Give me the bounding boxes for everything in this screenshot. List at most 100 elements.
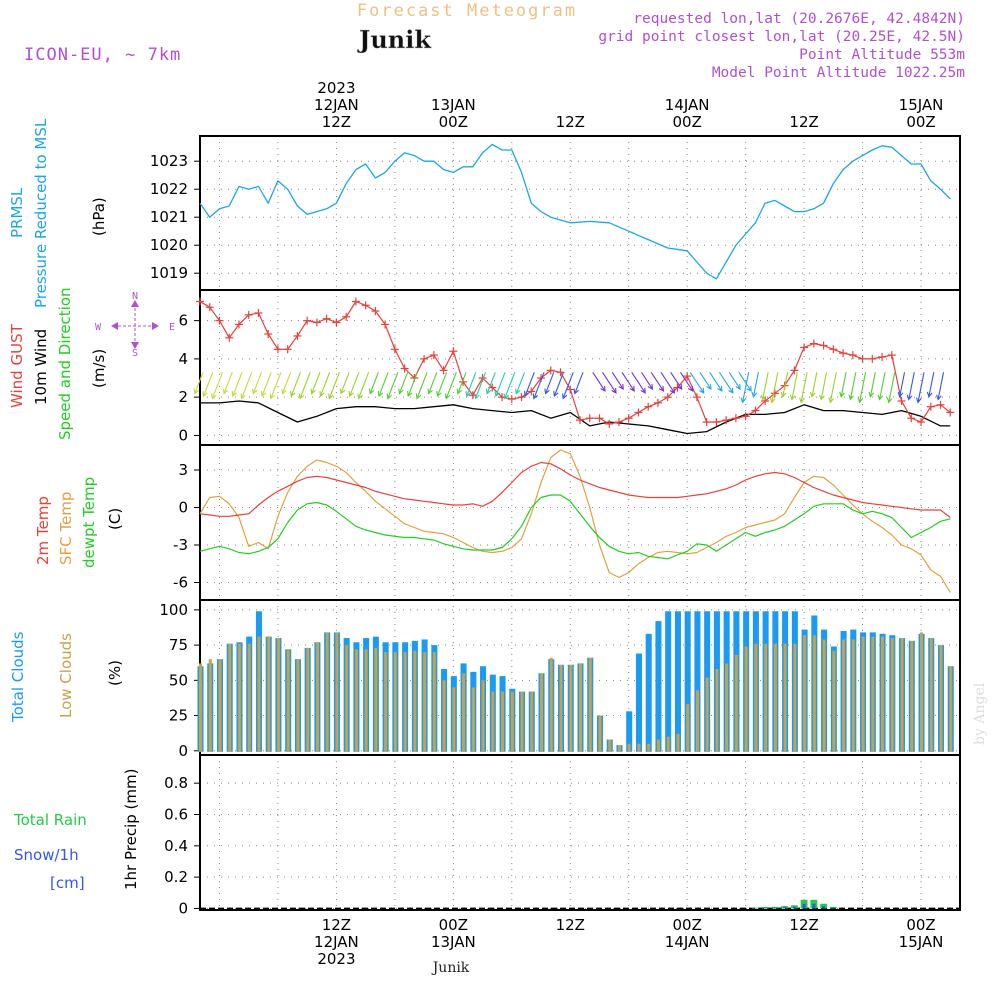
gust-marker: [868, 354, 877, 363]
bottom-time-label: 00Z: [439, 916, 468, 934]
low-cloud-bar: [939, 645, 943, 752]
wind-arrow-shaft: [281, 372, 292, 394]
wind-arrow: [799, 372, 808, 404]
low-cloud-bar: [471, 687, 475, 752]
wind-arrow-shaft: [631, 371, 646, 394]
ytick-label: 25: [169, 707, 188, 725]
low-cloud-bar: [666, 736, 670, 752]
wind-arrow-shaft: [602, 371, 617, 394]
low-cloud-bar: [608, 739, 612, 752]
gust-marker: [390, 345, 399, 354]
wind-arrow-shaft: [928, 372, 935, 397]
low-cloud-bar: [510, 691, 514, 752]
chart-title: Forecast Meteogram: [357, 1, 577, 21]
wind-arrow: [699, 371, 712, 390]
wind-arrow-head: [310, 388, 316, 395]
wind-arrow: [398, 372, 409, 395]
low-cloud-bar: [734, 654, 738, 752]
wind-arrow-shaft: [428, 372, 438, 394]
wind-arrow-head: [561, 393, 568, 400]
wind-arrow: [857, 372, 867, 404]
wind-arrow: [728, 371, 741, 390]
wind-arrow-head: [474, 393, 480, 400]
wind-arrow: [269, 372, 282, 400]
wind-arrow-head: [728, 387, 734, 394]
gust-marker: [332, 318, 341, 327]
bottom-time-label: 15JAN: [899, 933, 944, 951]
wind-arrow: [670, 371, 683, 390]
wind-arrow-shaft: [840, 372, 847, 397]
wind-arrow: [523, 372, 535, 398]
wind-arrow-head: [544, 388, 550, 395]
low-cloud-bar: [900, 638, 904, 752]
wind-arrow: [553, 372, 565, 398]
wind-arrow-shaft: [859, 372, 867, 403]
ytick-label: 0.2: [164, 868, 188, 886]
gust-marker: [624, 414, 633, 423]
sfc-temp-line: [199, 449, 951, 593]
wind-arrow: [339, 372, 350, 395]
wind-arrow-shaft: [533, 372, 545, 399]
low-cloud-bar: [520, 691, 524, 752]
gust-marker: [585, 414, 594, 423]
wind-arrow: [592, 371, 606, 392]
low-cloud-bar: [754, 643, 758, 752]
ytick-label: -3: [173, 536, 188, 554]
wind-arrow-head: [269, 393, 276, 400]
low-cloud-bar: [374, 647, 378, 752]
wind-arrow-shaft: [611, 371, 624, 390]
low-cloud-bar: [744, 646, 748, 752]
low-cloud-bar: [335, 632, 339, 752]
wind-arrow-head: [368, 388, 375, 395]
gust-marker: [342, 312, 351, 321]
wind-arrow-shaft: [436, 372, 448, 397]
wind-arrow: [877, 372, 886, 401]
wind-arrow: [886, 372, 896, 404]
gust-marker: [371, 307, 380, 316]
temperature-panel: -6 -3 0 3: [173, 444, 961, 601]
location-title: Junik: [357, 25, 432, 54]
wind-arrow-shaft: [474, 372, 487, 399]
wind-arrow-head: [906, 394, 913, 401]
low-cloud-bar: [452, 687, 456, 752]
gust-marker: [566, 385, 575, 394]
wind-arrow-head: [926, 391, 933, 398]
wind-arrow-head: [339, 388, 346, 395]
wind-arrow: [660, 371, 676, 394]
wind-arrow: [202, 372, 214, 398]
wind-arrow-shaft: [937, 372, 945, 400]
low-cloud-bar: [617, 745, 621, 752]
gust-marker: [936, 400, 945, 409]
low-cloud-bar: [812, 635, 816, 752]
wind-arrow: [231, 372, 243, 398]
wind-arrow-head: [600, 385, 606, 392]
wind-arrow-shaft: [718, 371, 734, 394]
wind-arrow-head: [687, 385, 694, 392]
gust-marker: [702, 418, 711, 427]
gust-marker: [644, 402, 653, 411]
wind-arrow-shaft: [328, 372, 340, 399]
gust-marker: [273, 345, 282, 354]
total-cloud-bar: [665, 611, 672, 752]
wind-arrow-shaft: [232, 372, 243, 397]
wind-arrow-shaft: [771, 372, 779, 403]
requested-coords: requested lon,lat (20.2676E, 42.4842N): [633, 11, 965, 27]
wind-arrow-head: [799, 397, 805, 404]
wind-arrow-head: [706, 383, 712, 390]
low-cloud-bar: [881, 636, 885, 752]
wind-arrow-shaft: [358, 372, 370, 399]
gust-marker: [653, 398, 662, 407]
low-cloud-bar: [686, 704, 690, 752]
ytick-label: 0.6: [164, 805, 188, 823]
gust-marker: [907, 414, 916, 423]
wind-arrow: [769, 372, 779, 404]
rain-bar: [820, 903, 827, 909]
wind-arrow-shaft: [545, 372, 555, 394]
wind-arrow-shaft: [445, 372, 457, 399]
wind-arrow: [689, 371, 705, 394]
top-time-label: 14JAN: [665, 96, 710, 114]
low-cloud-bar: [627, 743, 631, 752]
low-cloud-bar: [481, 680, 485, 752]
wind-gust-label: Wind GUST: [8, 323, 26, 408]
